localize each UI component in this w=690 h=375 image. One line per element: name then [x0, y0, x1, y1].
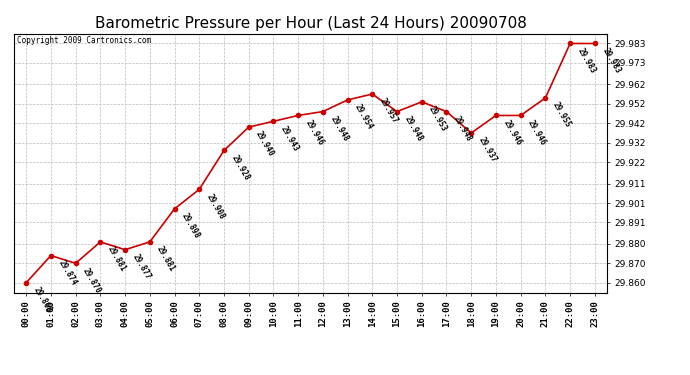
Text: 29.937: 29.937	[477, 136, 498, 164]
Title: Barometric Pressure per Hour (Last 24 Hours) 20090708: Barometric Pressure per Hour (Last 24 Ho…	[95, 16, 526, 31]
Text: 29.954: 29.954	[353, 103, 375, 131]
Text: 29.928: 29.928	[230, 153, 251, 182]
Text: 29.908: 29.908	[205, 192, 226, 221]
Text: 29.940: 29.940	[254, 130, 276, 159]
Text: 29.874: 29.874	[57, 258, 78, 287]
Text: 29.983: 29.983	[575, 46, 598, 75]
Text: 29.955: 29.955	[551, 101, 573, 129]
Text: 29.948: 29.948	[328, 114, 350, 143]
Text: 29.881: 29.881	[106, 245, 128, 273]
Text: 29.943: 29.943	[279, 124, 301, 153]
Text: 29.946: 29.946	[304, 118, 326, 147]
Text: 29.870: 29.870	[81, 266, 103, 295]
Text: 29.948: 29.948	[452, 114, 474, 143]
Text: 29.881: 29.881	[155, 245, 177, 273]
Text: 29.948: 29.948	[402, 114, 424, 143]
Text: 29.946: 29.946	[526, 118, 548, 147]
Text: Copyright 2009 Cartronics.com: Copyright 2009 Cartronics.com	[17, 36, 151, 45]
Text: 29.953: 29.953	[427, 105, 449, 133]
Text: 29.957: 29.957	[378, 97, 400, 125]
Text: 29.898: 29.898	[180, 211, 201, 240]
Text: 29.877: 29.877	[130, 252, 152, 281]
Text: 29.860: 29.860	[32, 285, 53, 314]
Text: 29.946: 29.946	[502, 118, 523, 147]
Text: 29.983: 29.983	[600, 46, 622, 75]
